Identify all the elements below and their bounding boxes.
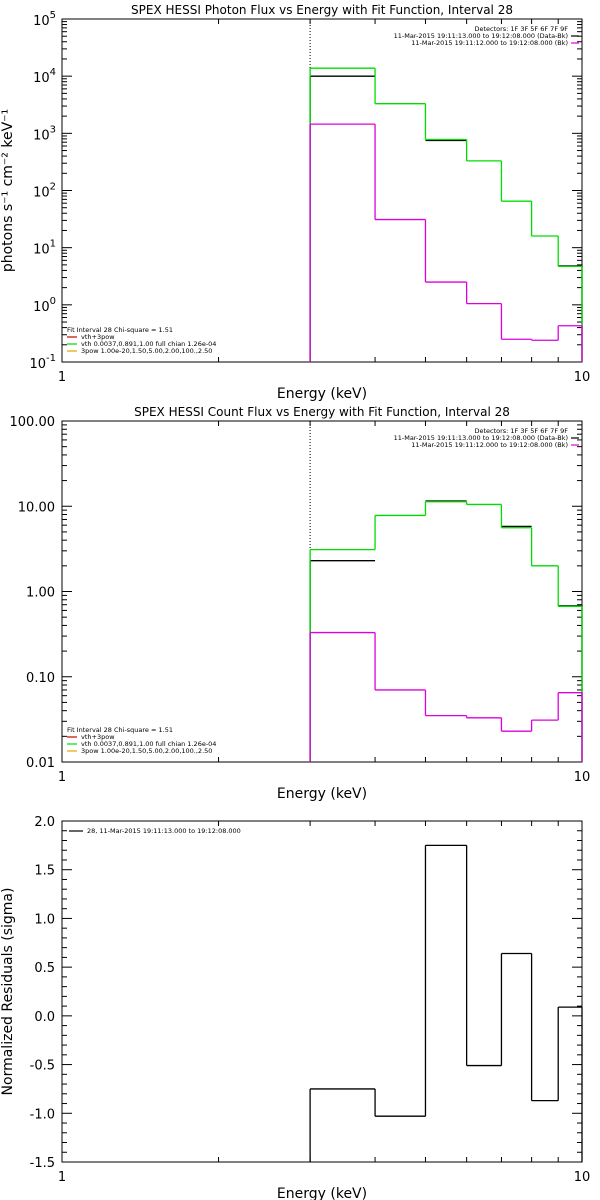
y-tick-exponent: -1 [46,353,56,364]
chart-title: SPEX HESSI Count Flux vs Energy with Fit… [134,405,510,419]
y-tick-label: -1.0 [30,1107,55,1122]
legend-entry: vth+3pow [81,333,115,341]
y-tick-label: 1.00 [26,586,55,601]
x-tick-label: 10 [574,1170,591,1185]
chart-title: SPEX HESSI Photon Flux vs Energy with Fi… [131,3,513,17]
y-tick-exponent: 2 [50,182,56,193]
x-tick-label: 10 [574,770,591,785]
y-tick-label: -0.5 [30,1059,55,1074]
y-tick-base: 10 [33,128,50,143]
data-minus-bk-step [309,75,583,362]
model-fit-step [309,67,583,362]
legend-entry: 3pow 1.00e-20,1.50,5.00,2.00,100.,2.50 [81,347,212,355]
y-tick-label: 101 [33,239,56,258]
y-tick-label: 2.0 [34,815,55,830]
y-tick-base: 10 [33,243,50,258]
y-tick-label: -1.5 [30,1156,55,1171]
background-step [309,631,583,762]
x-tick-label: 1 [58,1170,66,1185]
header-line: 11-Mar-2015 19:11:13.000 to 19:12:08.000… [394,434,568,442]
y-tick-label: 1.0 [34,912,55,927]
header-line: 11-Mar-2015 19:11:12.000 to 19:12:08.000… [411,39,568,47]
legend-entry: Fit Interval 28 Chi-square = 1.51 [67,326,173,334]
x-tick-label: 1 [58,370,66,385]
x-axis-label: Energy (keV) [277,786,367,802]
x-axis-label: Energy (keV) [277,386,367,402]
legend-entry: vth 0.0037,0.891,1.00 full chian 1.26e-0… [81,740,216,748]
chart-panel-1: SPEX HESSI Photon Flux vs Energy with Fi… [0,3,590,402]
residual-step [309,844,583,1162]
y-axis-label: Normalized Residuals (sigma) [0,888,16,1096]
chart-panel-2: SPEX HESSI Count Flux vs Energy with Fit… [10,405,591,802]
data-minus-bk-step [309,500,583,762]
y-tick-label: 105 [33,10,56,29]
legend-entry: vth 0.0037,0.891,1.00 full chian 1.26e-0… [81,340,216,348]
y-tick-label: 0.01 [26,756,55,771]
y-tick-label: 103 [33,124,56,143]
y-tick-exponent: 0 [50,296,56,307]
y-tick-label: 1.5 [34,864,55,879]
y-tick-exponent: 5 [50,10,56,21]
y-tick-base: 10 [29,357,46,372]
y-tick-base: 10 [33,300,50,315]
y-tick-exponent: 3 [50,124,56,135]
y-tick-label: 0.10 [26,671,55,686]
y-tick-base: 10 [33,186,50,201]
background-step [309,123,583,362]
y-tick-label: 0.0 [34,1010,55,1025]
plot-frame [61,820,583,1163]
plot-frame [61,420,583,763]
x-tick-label: 1 [58,770,66,785]
header-line: Detectors: 1F 3F 5F 6F 7F 9F [474,25,568,33]
y-tick-label: 100.00 [10,415,56,430]
y-tick-label: 10-1 [29,353,56,372]
plot-frame [61,18,583,363]
y-tick-exponent: 4 [50,67,56,78]
x-axis-label: Energy (keV) [277,1186,367,1200]
header-line: Detectors: 1F 3F 5F 6F 7F 9F [474,427,568,435]
y-tick-label: 0.5 [34,961,55,976]
y-tick-exponent: 1 [50,239,56,250]
y-axis-label: photons s⁻¹ cm⁻² keV⁻¹ [0,109,16,272]
header-line: 11-Mar-2015 19:11:12.000 to 19:12:08.000… [411,441,568,449]
y-tick-label: 100 [33,296,56,315]
legend-entry: vth+3pow [81,733,115,741]
legend-entry: 28, 11-Mar-2015 19:11:13.000 to 19:12:08… [87,827,241,835]
model-fit-step [309,501,583,762]
y-tick-label: 104 [33,67,56,86]
header-line: 11-Mar-2015 19:11:13.000 to 19:12:08.000… [394,32,568,40]
y-tick-base: 10 [33,71,50,86]
y-tick-base: 10 [33,14,50,29]
legend-entry: Fit Interval 28 Chi-square = 1.51 [67,726,173,734]
x-tick-label: 10 [574,370,591,385]
y-tick-label: 102 [33,182,56,201]
legend-entry: 3pow 1.00e-20,1.50,5.00,2.00,100.,2.50 [81,747,212,755]
chart-panel-3: 1 10 Energy (keV) -1.5 -1.0 -0.5 0.0 0.5 1.0 1.5 2… [0,815,590,1200]
y-tick-label: 10.00 [18,500,55,515]
